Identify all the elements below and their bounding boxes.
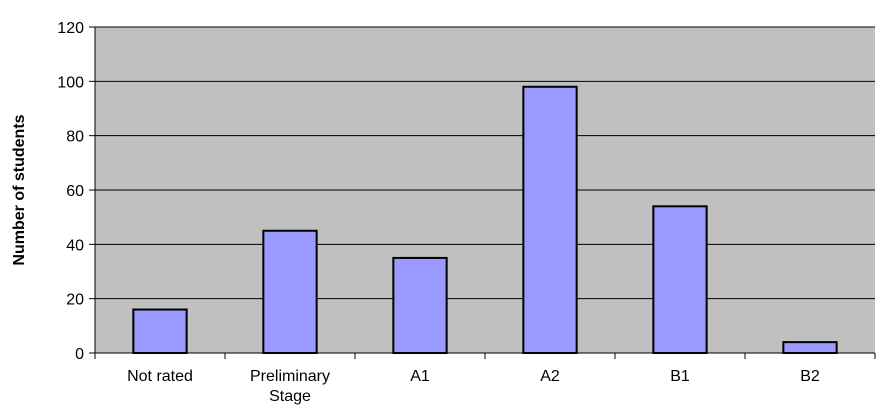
- bar: [262, 229, 318, 354]
- bar: [132, 308, 188, 354]
- x-tick-label: B1: [670, 368, 690, 385]
- axes: [89, 26, 876, 359]
- x-tick-label: A2: [540, 368, 560, 385]
- y-tick-label: 40: [66, 237, 84, 254]
- bars: [132, 85, 838, 355]
- x-tick-label: Not rated: [127, 368, 193, 385]
- bar: [782, 341, 838, 354]
- x-tick-label: Preliminary Stage: [250, 368, 330, 405]
- bar: [652, 205, 708, 354]
- y-tick-label: 100: [57, 74, 84, 91]
- gridlines: [95, 26, 875, 300]
- bar: [392, 256, 448, 354]
- y-axis-title: Number of students: [11, 114, 28, 265]
- y-tick-label: 20: [66, 292, 84, 309]
- y-tick-labels: 0 20 40 60 80 100 120: [57, 20, 84, 363]
- x-tick-labels: Not rated Preliminary Stage A1 A2 B1 B2: [127, 368, 820, 405]
- y-tick-label: 60: [66, 183, 84, 200]
- x-tick-label: A1: [410, 368, 430, 385]
- bar: [522, 85, 578, 355]
- y-tick-label: 80: [66, 129, 84, 146]
- x-tick-label: B2: [800, 368, 820, 385]
- y-tick-label: 120: [57, 20, 84, 37]
- y-tick-label: 0: [75, 346, 84, 363]
